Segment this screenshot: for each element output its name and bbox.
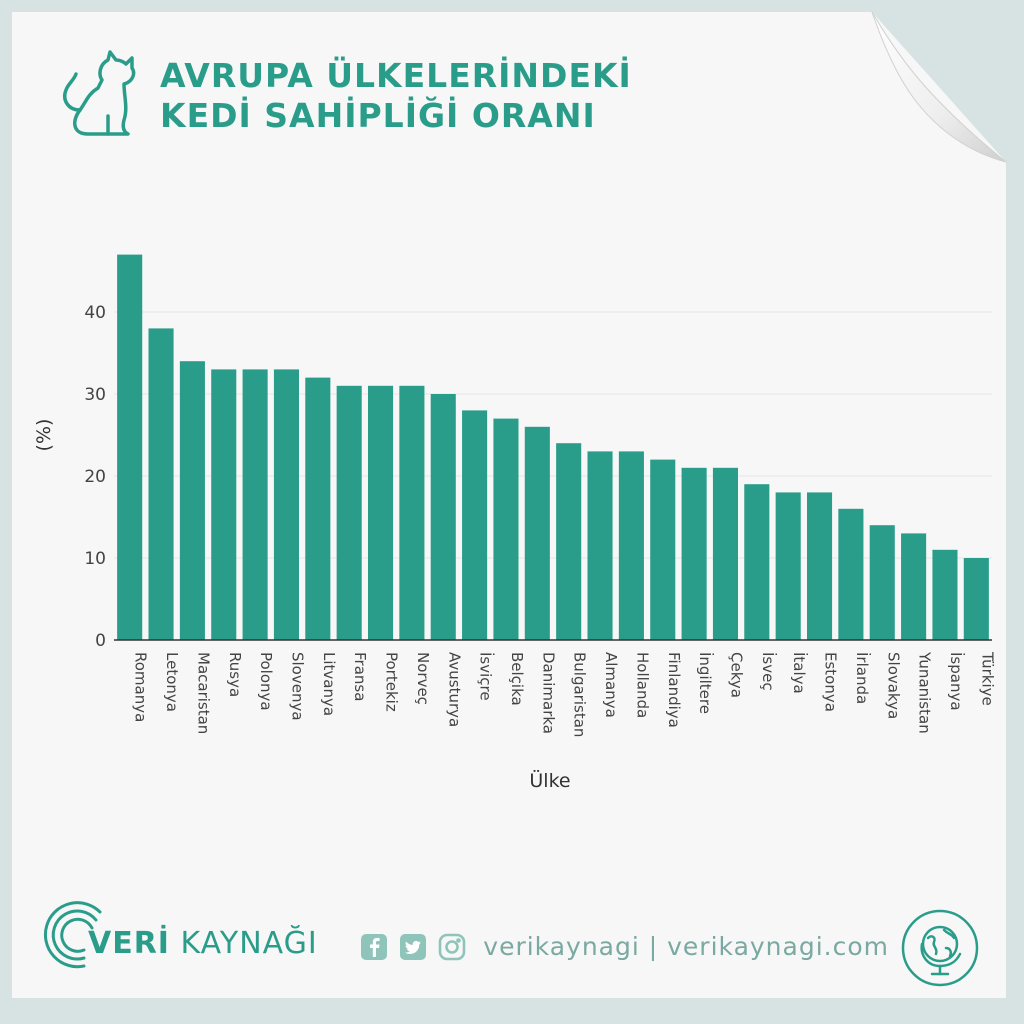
bar — [587, 451, 613, 640]
bar — [618, 451, 644, 640]
x-tick-label: Finlandiya — [665, 652, 683, 728]
x-tick-label: İtalya — [790, 652, 809, 694]
bar — [775, 492, 801, 640]
bar — [273, 369, 300, 640]
bar — [117, 254, 143, 640]
bar — [901, 533, 927, 640]
y-tick-label: 40 — [84, 303, 106, 323]
bar — [806, 492, 833, 640]
brand-name-left: VERİ — [88, 926, 170, 961]
bar — [148, 328, 174, 640]
x-tick-label: Norveç — [414, 652, 432, 705]
bar — [211, 369, 237, 640]
x-tick-label: Belçika — [508, 652, 526, 706]
bar — [305, 377, 331, 640]
x-tick-label: Portekiz — [383, 652, 401, 712]
x-tick-label: Litvanya — [320, 652, 338, 716]
x-tick-label: Letonya — [163, 652, 181, 712]
x-tick-label: Bulgaristan — [571, 652, 589, 737]
brand-name: VERİ KAYNAĞI — [88, 926, 318, 961]
bar — [430, 394, 456, 640]
cat-icon — [63, 50, 136, 136]
x-tick-label: Estonya — [822, 652, 840, 712]
bar — [179, 361, 205, 640]
brand-logo: VERİ KAYNAĞI — [40, 900, 317, 969]
x-tick-label: Çekya — [727, 652, 745, 698]
bar — [556, 443, 582, 640]
x-tick-label: Romanya — [132, 652, 150, 722]
x-tick-label: Macaristan — [194, 652, 212, 734]
title-line-2: KEDİ SAHİPLİĞİ ORANI — [160, 96, 596, 135]
x-tick-label: Rusya — [226, 652, 244, 697]
twitter-icon[interactable] — [399, 933, 427, 961]
x-tick-label: İspanya — [947, 652, 966, 711]
x-tick-label: Polonya — [257, 652, 275, 711]
bar — [744, 484, 770, 640]
x-tick-label: Hollanda — [633, 652, 651, 718]
social-links: verikaynagi | verikaynagi.com — [360, 932, 889, 966]
x-tick-label: Almanya — [602, 652, 620, 718]
facebook-icon[interactable] — [360, 933, 388, 961]
x-tick-label: İrlanda — [853, 652, 872, 704]
instagram-icon[interactable] — [438, 933, 466, 961]
x-tick-label: Türkiye — [978, 651, 996, 706]
bar — [838, 508, 864, 640]
x-tick-label: Yunanistan — [916, 651, 934, 734]
y-tick-label: 0 — [95, 631, 106, 651]
y-tick-label: 20 — [84, 467, 106, 487]
bar — [869, 525, 895, 640]
x-axis-title: Ülke — [529, 769, 570, 792]
bar — [712, 467, 739, 640]
y-axis-title: (%) — [33, 419, 55, 452]
y-tick-label: 10 — [84, 549, 106, 569]
bar — [932, 549, 958, 640]
x-tick-label: Slovakya — [884, 652, 902, 719]
y-tick-label: 30 — [84, 385, 106, 405]
bar — [963, 558, 989, 640]
bar — [681, 467, 707, 640]
x-tick-label: İsveç — [759, 652, 778, 691]
page-title: AVRUPA ÜLKELERİNDEKİ KEDİ SAHİPLİĞİ ORAN… — [160, 56, 632, 136]
bar — [242, 369, 268, 640]
bar — [524, 426, 550, 640]
bar — [336, 385, 362, 640]
bar — [493, 418, 519, 640]
brand-arcs-icon — [44, 901, 102, 969]
x-tick-label: İngiltere — [696, 652, 715, 714]
title-line-1: AVRUPA ÜLKELERİNDEKİ — [160, 56, 632, 95]
x-tick-label: Danimarka — [539, 652, 557, 734]
x-tick-label: İsviçre — [477, 652, 496, 701]
bar — [367, 385, 394, 640]
x-tick-label: Fransa — [351, 652, 369, 701]
bar — [650, 459, 676, 640]
bar — [399, 385, 425, 640]
globe-icon — [901, 909, 979, 987]
bar — [462, 410, 488, 640]
social-handle-text[interactable]: verikaynagi | verikaynagi.com — [483, 932, 890, 961]
x-tick-label: Avusturya — [445, 652, 463, 727]
x-tick-label: Slovenya — [288, 652, 306, 721]
brand-name-right: KAYNAĞI — [180, 926, 318, 961]
bar-chart: 0 10 20 30 40 Romanya Letonya Macaristan Rusya Po… — [33, 254, 996, 792]
